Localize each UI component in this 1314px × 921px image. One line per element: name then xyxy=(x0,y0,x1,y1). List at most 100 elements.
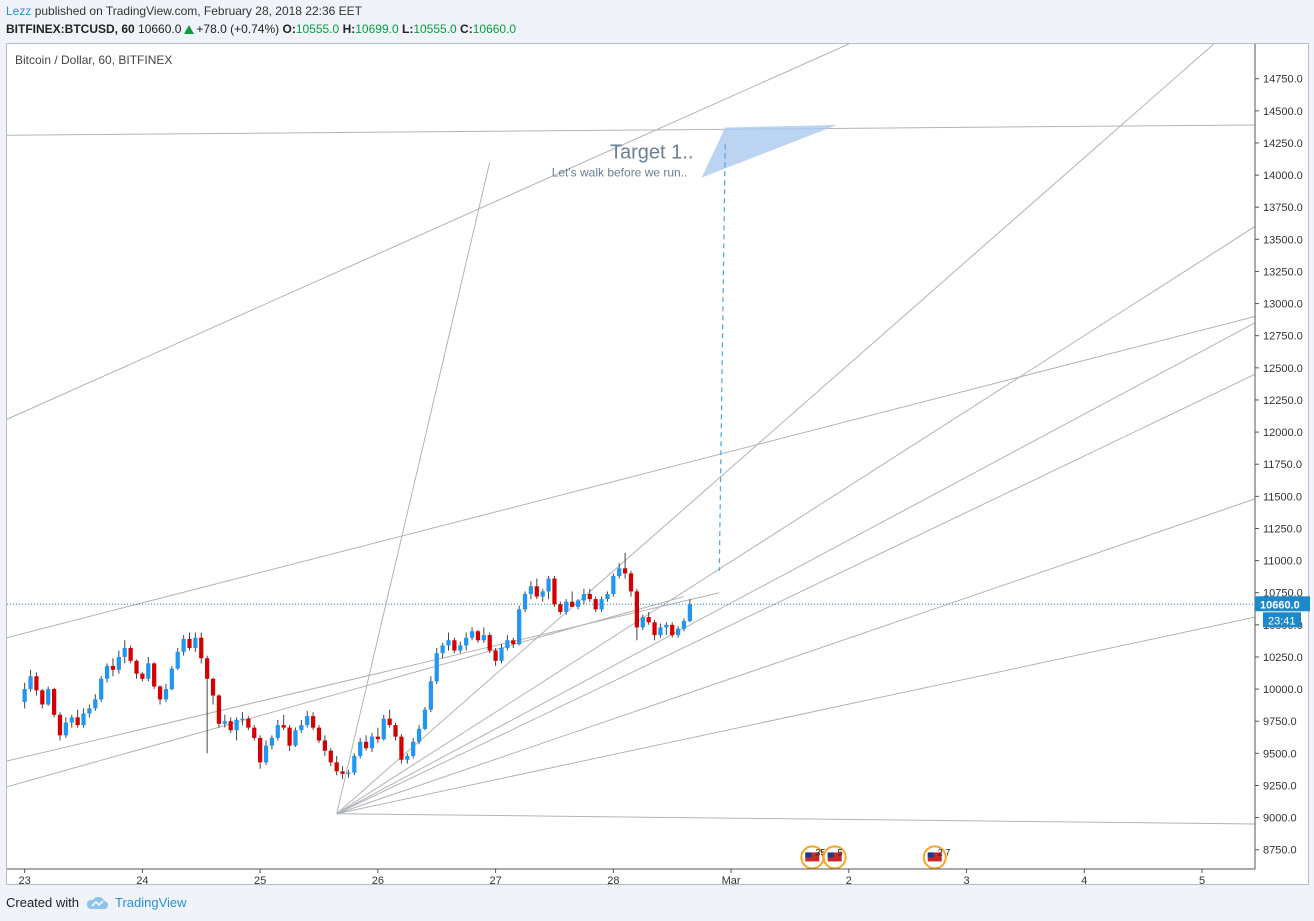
candle xyxy=(452,637,457,654)
candle-body xyxy=(346,772,351,774)
candle-body xyxy=(452,640,457,651)
price-chart[interactable]: 35 5 2 7 8750.09000.09250.09500.09750.01000… xyxy=(7,44,1310,886)
y-tick-label: 12250.0 xyxy=(1263,395,1303,407)
event-count-label: 5 xyxy=(838,847,843,857)
candle-body xyxy=(104,665,110,679)
candle-body xyxy=(464,637,469,646)
candle-body xyxy=(446,640,451,646)
candle xyxy=(316,725,322,744)
candle xyxy=(287,725,292,751)
candle xyxy=(140,672,145,682)
candle-body xyxy=(381,718,386,740)
candle xyxy=(22,682,27,709)
candle xyxy=(640,614,645,630)
candle-body xyxy=(611,576,616,594)
candle-body xyxy=(240,718,245,720)
candle-body xyxy=(28,676,33,690)
candle-body xyxy=(640,617,645,628)
target-annotation-title: Target 1.. xyxy=(610,141,693,163)
candle-body xyxy=(428,681,433,710)
candle-body xyxy=(652,622,657,636)
candle-body xyxy=(175,651,180,669)
candle xyxy=(646,611,651,625)
candle xyxy=(334,755,339,776)
candle-body xyxy=(634,591,640,628)
up-arrow-icon xyxy=(184,25,195,34)
candle xyxy=(522,591,528,612)
candle-body xyxy=(664,624,669,628)
candle xyxy=(411,737,416,759)
y-tick-label: 11750.0 xyxy=(1263,459,1302,471)
tradingview-link[interactable]: TradingView xyxy=(85,895,187,910)
candle xyxy=(81,708,86,728)
candle-body xyxy=(110,665,116,670)
flag-icon xyxy=(827,852,842,862)
x-tick-label: 24 xyxy=(136,875,148,886)
candle xyxy=(263,740,269,765)
candle-body xyxy=(222,721,227,724)
candle xyxy=(122,640,127,664)
candle xyxy=(146,656,151,682)
candle xyxy=(534,578,539,600)
candle-body xyxy=(234,719,239,731)
published-text: published on TradingView.com, February 2… xyxy=(31,4,363,18)
candle xyxy=(446,632,451,651)
candle xyxy=(475,629,481,643)
candle xyxy=(511,637,516,648)
y-tick-label: 12000.0 xyxy=(1263,427,1303,439)
candle-body xyxy=(369,736,375,749)
economic-event-icon: 35 xyxy=(800,845,825,869)
high-label: H: xyxy=(342,22,356,36)
y-tick-label: 13750.0 xyxy=(1263,202,1303,214)
candle-body xyxy=(340,771,345,774)
candle xyxy=(116,650,121,674)
trend-line xyxy=(7,596,685,788)
candle-body xyxy=(363,741,369,749)
candle xyxy=(340,766,345,780)
candle xyxy=(258,735,263,769)
author-link[interactable]: Lezz xyxy=(6,4,32,18)
candle xyxy=(481,627,486,643)
candle xyxy=(434,647,439,684)
candle xyxy=(517,605,522,646)
candle xyxy=(458,641,463,654)
candle xyxy=(564,599,569,615)
candle-body xyxy=(469,631,475,638)
candle xyxy=(46,686,51,706)
candle-body xyxy=(187,638,192,648)
footer: Created with TradingView xyxy=(6,895,187,910)
chart-panel[interactable]: 35 5 2 7 8750.0 9000.0 9250.0 9500.0 9750.0 1000… xyxy=(6,43,1310,886)
candle xyxy=(28,669,33,692)
candle-body xyxy=(434,653,439,682)
trend-line xyxy=(7,44,850,420)
candle-body xyxy=(199,637,204,659)
candle-body xyxy=(210,678,216,696)
candle xyxy=(228,717,233,733)
candle-body xyxy=(358,741,363,756)
candle-body xyxy=(458,645,463,651)
y-tick-label: 10250.0 xyxy=(1263,652,1303,664)
candle-body xyxy=(40,690,45,705)
candle-body xyxy=(511,640,516,645)
candle xyxy=(34,672,39,696)
candle-body xyxy=(617,568,622,577)
candle xyxy=(93,694,98,711)
y-tick-label: 9000.0 xyxy=(1263,813,1297,825)
candle-body xyxy=(93,699,98,709)
candle xyxy=(493,647,498,666)
candle xyxy=(622,552,628,579)
candle xyxy=(346,770,351,778)
candle xyxy=(322,735,328,756)
y-tick-label: 11250.0 xyxy=(1263,523,1302,535)
flag-canton xyxy=(805,852,812,858)
candle-body xyxy=(322,740,328,751)
candle-body xyxy=(681,620,687,629)
candle-body xyxy=(570,601,575,607)
target-annotation-text: Let's walk before we run.. xyxy=(552,165,688,179)
candle xyxy=(546,576,551,600)
candle-body xyxy=(628,573,634,592)
candle-body xyxy=(546,578,551,592)
candle xyxy=(40,689,45,709)
x-tick-label: 3 xyxy=(963,875,969,886)
candle xyxy=(593,596,598,612)
